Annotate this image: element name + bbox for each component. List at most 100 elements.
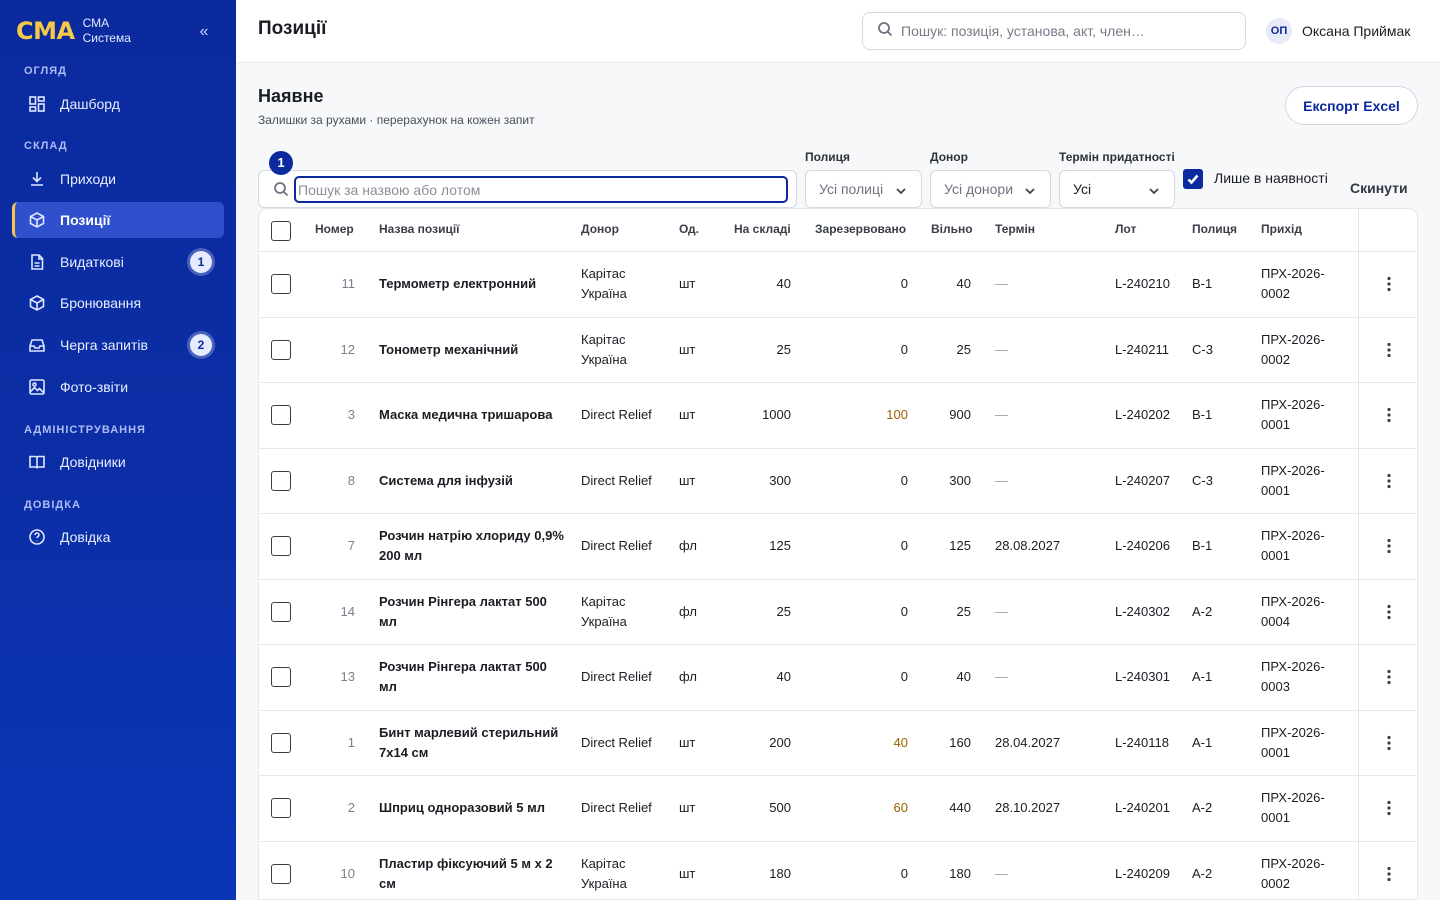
cell-term: — <box>995 603 1008 619</box>
cell-reserved: 0 <box>900 669 908 685</box>
cell-lot: L-240207 <box>1115 472 1170 488</box>
row-actions-more-icon[interactable] <box>1379 667 1399 687</box>
column-header-unit[interactable]: Од. <box>679 222 699 236</box>
sidebar-item-directories[interactable]: Довідники <box>12 444 224 480</box>
cell-term: 28.04.2027 <box>995 734 1061 750</box>
table-row[interactable]: 1 Бинт марлевий стерильний 7х14 см Direct … <box>259 711 1417 776</box>
cell-arrival: ПРХ-2026-0002 <box>1261 266 1325 302</box>
column-header-term[interactable]: Термін <box>995 222 1036 236</box>
row-checkbox[interactable] <box>271 667 291 688</box>
in-stock-toggle[interactable]: Лише в наявності <box>1183 169 1328 189</box>
row-checkbox[interactable] <box>271 274 291 295</box>
column-header-name[interactable]: Назва позиції <box>379 222 460 236</box>
row-actions-more-icon[interactable] <box>1379 274 1399 294</box>
column-header-lot[interactable]: Лот <box>1115 222 1137 236</box>
global-search[interactable] <box>862 12 1246 50</box>
reset-filters-button[interactable]: Скинути <box>1350 180 1408 196</box>
select-all-checkbox[interactable] <box>271 221 291 241</box>
export-excel-button[interactable]: Експорт Excel <box>1285 86 1418 125</box>
donor-filter-value: Усі донори <box>944 181 1014 197</box>
cell-unit: фл <box>679 669 697 685</box>
sidebar-item-photos[interactable]: Фото-звіти <box>12 369 224 405</box>
cell-free: 900 <box>949 407 971 423</box>
cell-name: Пластир фіксуючий 5 м х 2 см <box>379 855 553 891</box>
cell-term: — <box>995 407 1008 423</box>
column-header-arrival[interactable]: Прихід <box>1261 222 1302 236</box>
table-row[interactable]: 11 Термометр електронний Карітас Україна шт… <box>259 252 1417 318</box>
row-checkbox[interactable] <box>271 470 291 491</box>
shelf-filter-select[interactable]: Усі полиці <box>805 170 922 208</box>
column-header-shelf[interactable]: Полиця <box>1192 222 1238 236</box>
cell-number: 1 <box>347 734 355 750</box>
cell-shelf: B-1 <box>1192 407 1213 423</box>
table-row[interactable]: 12 Тонометр механічний Карітас Україна шт 25… <box>259 318 1417 383</box>
sidebar-item-expenses[interactable]: Видаткові 1 <box>12 244 224 280</box>
chevron-down-icon <box>895 184 907 200</box>
table-row[interactable]: 13 Розчин Рінгера лактат 500 мл Direct Rel… <box>259 645 1417 711</box>
row-actions-more-icon[interactable] <box>1379 864 1399 884</box>
filter-search <box>258 170 797 208</box>
sidebar-item-bookings[interactable]: Бронювання <box>12 285 224 321</box>
row-actions-more-icon[interactable] <box>1379 602 1399 622</box>
table-row[interactable]: 7 Розчин натрію хлориду 0,9% 200 мл Direct… <box>259 514 1417 580</box>
sidebar-item-dashboard[interactable]: Дашборд <box>12 86 224 122</box>
column-header-reserved[interactable]: Зарезервовано <box>815 222 907 236</box>
filter-search-input[interactable] <box>294 176 788 203</box>
column-header-free[interactable]: Вільно <box>931 222 973 236</box>
row-checkbox[interactable] <box>271 536 291 557</box>
cell-reserved: 0 <box>900 865 908 881</box>
row-checkbox[interactable] <box>271 732 291 753</box>
row-checkbox[interactable] <box>271 863 291 884</box>
cell-term: 28.08.2027 <box>995 538 1061 554</box>
cell-reserved: 0 <box>900 603 908 619</box>
cell-term: 28.10.2027 <box>995 800 1061 816</box>
table-row[interactable]: 8 Система для інфузій Direct Relief шт 300 0 3… <box>259 449 1417 514</box>
positions-table: Номер Назва позиції Донор Од. На складі … <box>258 208 1418 900</box>
user-menu[interactable]: ОП Оксана Приймак <box>1266 18 1410 44</box>
in-stock-checkbox[interactable] <box>1183 169 1203 189</box>
cell-donor: Direct Relief <box>581 538 652 554</box>
sidebar-item-help[interactable]: Довідка <box>12 519 224 555</box>
row-actions-more-icon[interactable] <box>1379 536 1399 556</box>
column-header-stock[interactable]: На складі <box>734 222 791 236</box>
sidebar-item-positions[interactable]: Позиції <box>12 202 224 238</box>
row-checkbox[interactable] <box>271 339 291 360</box>
cell-reserved: 0 <box>900 276 908 292</box>
row-checkbox[interactable] <box>271 601 291 622</box>
sidebar-item-label: Довідка <box>60 529 111 545</box>
sidebar-item-label: Дашборд <box>60 96 120 112</box>
donor-filter-select[interactable]: Усі донори <box>930 170 1051 208</box>
cell-arrival: ПРХ-2026-0001 <box>1261 790 1325 826</box>
row-actions-more-icon[interactable] <box>1379 733 1399 753</box>
collapse-sidebar-button[interactable]: « <box>199 23 209 40</box>
row-checkbox[interactable] <box>271 798 291 819</box>
sidebar-item-label: Приходи <box>60 171 116 187</box>
table-row[interactable]: 3 Маска медична тришарова Direct Relief шт 1… <box>259 383 1417 449</box>
cell-lot: L-240202 <box>1115 407 1170 423</box>
document-icon <box>28 253 46 271</box>
sidebar-item-arrivals[interactable]: Приходи <box>12 161 224 197</box>
cell-name: Розчин Рінгера лактат 500 мл <box>379 593 547 629</box>
brand-text-line-2: Система <box>82 31 131 45</box>
cell-donor: Карітас Україна <box>581 331 627 367</box>
table-row[interactable]: 2 Шприц одноразовий 5 мл Direct Relief шт 50… <box>259 776 1417 842</box>
cell-unit: шт <box>679 865 696 881</box>
row-actions-more-icon[interactable] <box>1379 471 1399 491</box>
column-header-donor[interactable]: Донор <box>581 222 619 236</box>
cell-unit: шт <box>679 734 696 750</box>
row-actions-more-icon[interactable] <box>1379 340 1399 360</box>
sidebar-item-queue[interactable]: Черга запитів 2 <box>12 327 224 363</box>
row-checkbox[interactable] <box>271 405 291 426</box>
cell-name: Шприц одноразовий 5 мл <box>379 800 545 816</box>
cell-unit: шт <box>679 276 696 292</box>
table-row[interactable]: 14 Розчин Рінгера лактат 500 мл Карітас Ук… <box>259 580 1417 645</box>
brand: СМА СМА Система <box>16 16 131 46</box>
row-actions-more-icon[interactable] <box>1379 798 1399 818</box>
table-row[interactable]: 10 Пластир фіксуючий 5 м х 2 см Карітас Ук… <box>259 842 1417 900</box>
cell-lot: L-240118 <box>1115 734 1169 750</box>
column-header-number[interactable]: Номер <box>315 222 354 236</box>
expiry-filter-select[interactable]: Усі <box>1059 170 1175 208</box>
global-search-input[interactable] <box>901 23 1221 39</box>
cell-unit: шт <box>679 472 696 488</box>
row-actions-more-icon[interactable] <box>1379 405 1399 425</box>
